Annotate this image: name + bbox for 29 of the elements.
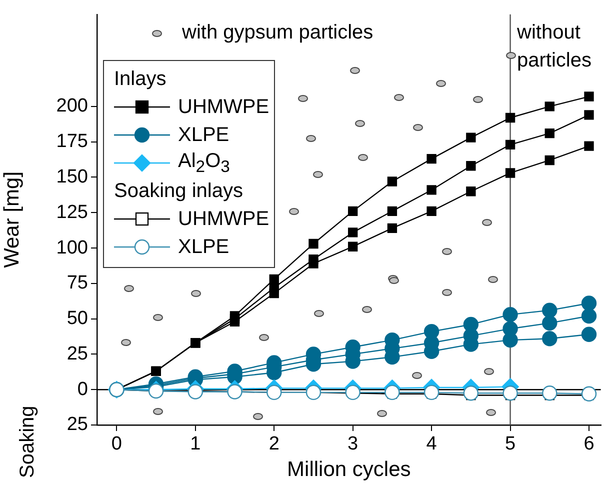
y-axis-title: Wear [mg] [0, 171, 24, 268]
legend-title: Inlays [113, 67, 168, 92]
y-tick-label: 25 [66, 414, 88, 436]
legend-label: Al$_{2}$O$_{3}$ [178, 150, 230, 176]
legend-label: XLPE [178, 236, 230, 258]
text: Soaking [16, 406, 39, 478]
x-tick-label: 0 [111, 434, 122, 455]
x-tick-label: 4 [426, 434, 438, 455]
x-axis-title: Million cycles [287, 458, 411, 482]
y-tick-label: 0 [77, 378, 88, 400]
legend-label: UHMWPE [178, 208, 270, 230]
x-tick-label: 3 [348, 434, 358, 455]
y-tick-label: 75 [66, 272, 88, 294]
y-tick-label: 175 [56, 131, 88, 152]
x-tick-label: 1 [190, 434, 201, 455]
y-tick-label: 50 [66, 308, 88, 330]
legend-label: XLPE [178, 124, 230, 146]
y-tick-label: 125 [56, 202, 88, 223]
x-tick-label: 5 [504, 434, 516, 455]
y-tick-label: 200 [56, 96, 88, 117]
annotation: with gypsum particles [181, 22, 374, 44]
y-tick-label: 150 [56, 166, 88, 188]
x-tick-label: 6 [584, 434, 594, 455]
annotation: Soaking inlays [113, 179, 244, 204]
annotation: without particles [516, 22, 592, 72]
y-tick-label: 25 [66, 343, 88, 364]
x-tick-label: 2 [268, 434, 280, 455]
y-tick-label: 100 [56, 237, 88, 258]
legend-label: UHMWPE [178, 96, 270, 118]
